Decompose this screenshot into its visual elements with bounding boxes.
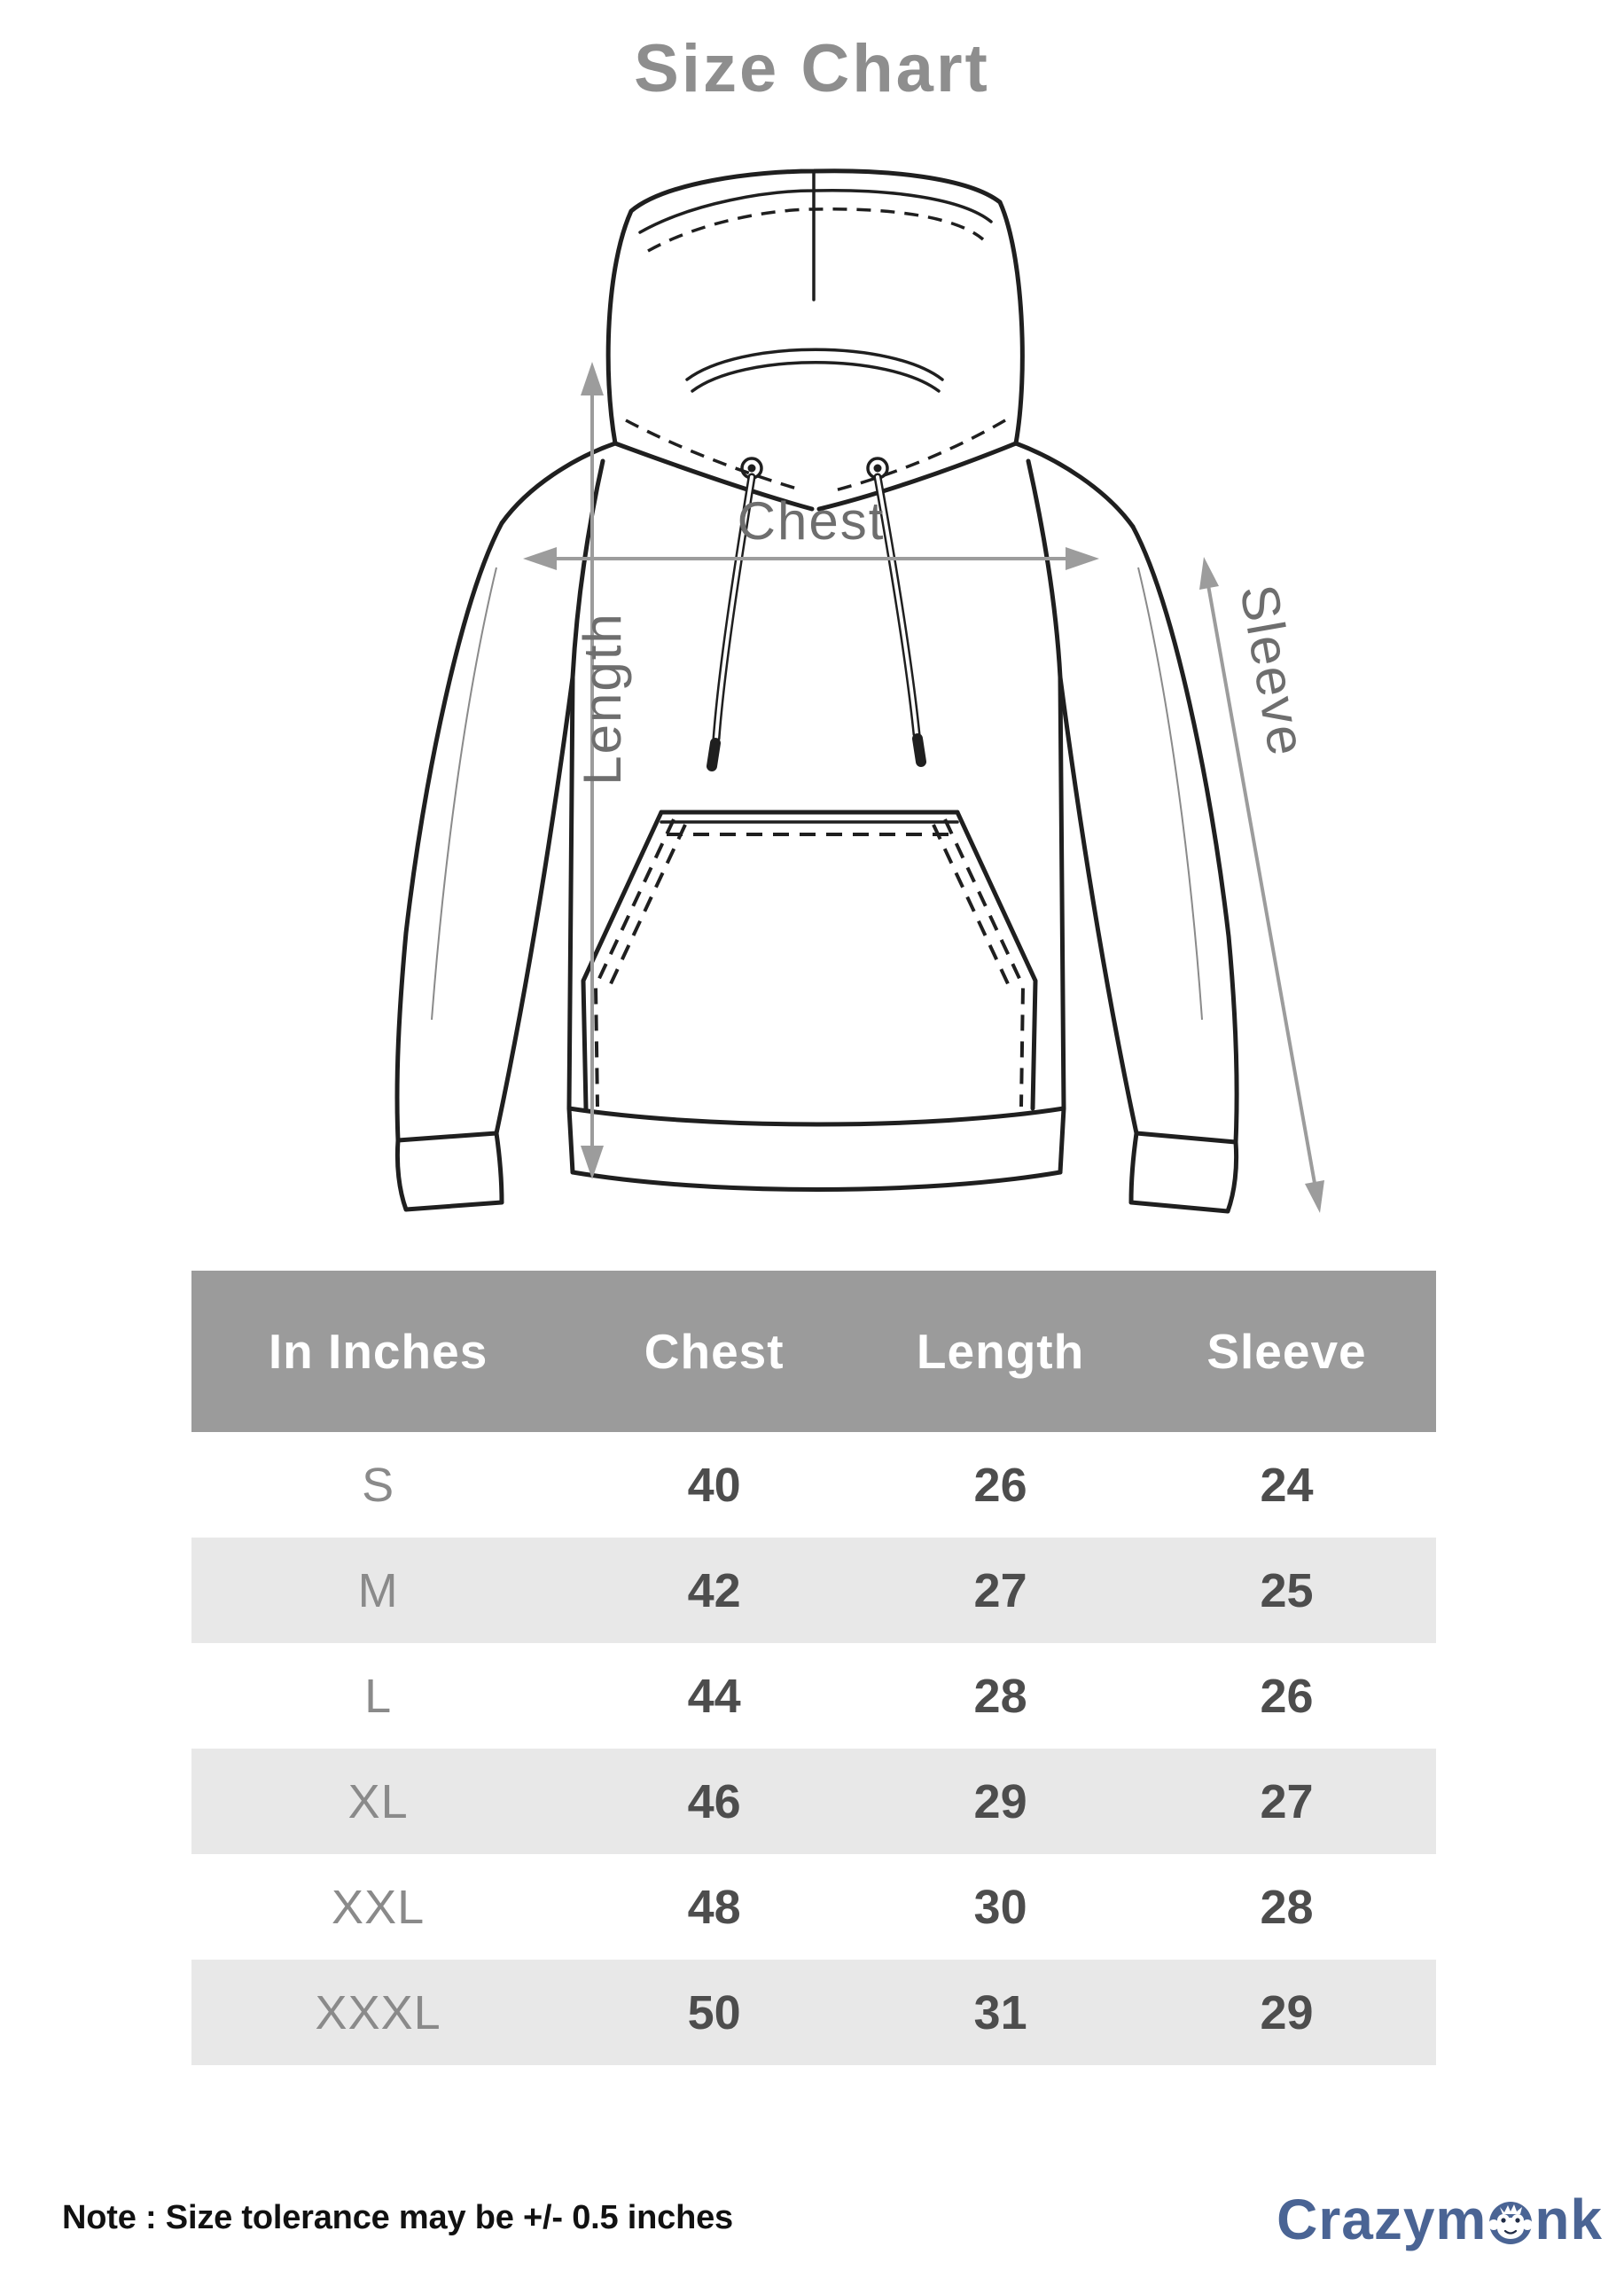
header-chest: Chest <box>644 1324 785 1379</box>
header-sleeve: Sleeve <box>1206 1324 1367 1379</box>
table-row: S 40 26 24 <box>191 1432 1436 1538</box>
cell-sleeve: 25 <box>1260 1563 1314 1617</box>
kangaroo-pocket <box>581 810 1038 1111</box>
sleeve-label: Sleeve <box>1229 580 1317 761</box>
brand-text-left: Crazym <box>1277 2188 1487 2251</box>
cell-chest: 40 <box>687 1458 741 1512</box>
cell-size: M <box>357 1563 399 1617</box>
size-table-body: S 40 26 24 M 42 27 25 L 44 28 26 XL 46 29 27 XXL 48 30 28 XX… <box>191 1432 1436 2065</box>
cell-length: 31 <box>973 1985 1027 2039</box>
sleeve-right <box>1058 524 1239 1214</box>
sleeve-left <box>394 521 575 1212</box>
header-length: Length <box>916 1324 1085 1379</box>
brand-logo: Crazym nk <box>1277 2183 1603 2256</box>
size-table: In Inches Chest Length Sleeve S 40 26 24 M 42… <box>191 1271 1436 2065</box>
table-row: M 42 27 25 <box>191 1538 1436 1643</box>
page-title: Size Chart <box>634 31 990 106</box>
cell-length: 26 <box>973 1458 1027 1512</box>
chest-measure: Chest <box>523 491 1099 570</box>
chest-label: Chest <box>738 491 886 551</box>
cell-chest: 42 <box>687 1563 741 1617</box>
cell-size: XXL <box>332 1880 426 1934</box>
monkey-face-icon <box>1488 2202 1534 2244</box>
cell-chest: 44 <box>687 1669 741 1723</box>
header-unit: In Inches <box>268 1324 488 1379</box>
cell-length: 29 <box>973 1774 1027 1828</box>
cell-sleeve: 27 <box>1260 1774 1314 1828</box>
hoodie-diagram: Length Chest Sleeve <box>394 168 1324 1214</box>
length-label: Length <box>573 612 632 786</box>
table-row: L 44 28 26 <box>191 1643 1436 1749</box>
length-measure: Length <box>573 362 632 1179</box>
drawstrings <box>707 473 926 771</box>
cell-sleeve: 29 <box>1260 1985 1314 2039</box>
cell-chest: 48 <box>687 1880 741 1934</box>
hood <box>605 168 1025 512</box>
cell-sleeve: 26 <box>1260 1669 1314 1723</box>
cell-length: 28 <box>973 1669 1027 1723</box>
cell-sleeve: 24 <box>1260 1458 1314 1512</box>
body <box>499 441 1136 1192</box>
cell-chest: 46 <box>687 1774 741 1828</box>
cell-sleeve: 28 <box>1260 1880 1314 1934</box>
table-row: XXL 48 30 28 <box>191 1854 1436 1960</box>
table-row: XXXL 50 31 29 <box>191 1960 1436 2065</box>
cell-size: XL <box>347 1774 409 1828</box>
cell-length: 27 <box>973 1563 1027 1617</box>
sleeve-measure: Sleeve <box>1199 557 1324 1213</box>
cell-length: 30 <box>973 1880 1027 1934</box>
cell-size: S <box>362 1458 395 1512</box>
cell-chest: 50 <box>687 1985 741 2039</box>
brand-text-right: nk <box>1534 2188 1603 2251</box>
cell-size: L <box>364 1669 393 1723</box>
tolerance-note: Note : Size tolerance may be +/- 0.5 inc… <box>62 2199 733 2236</box>
size-table-header: In Inches Chest Length Sleeve <box>191 1271 1436 1432</box>
cell-size: XXXL <box>315 1985 441 2039</box>
table-row: XL 46 29 27 <box>191 1749 1436 1854</box>
